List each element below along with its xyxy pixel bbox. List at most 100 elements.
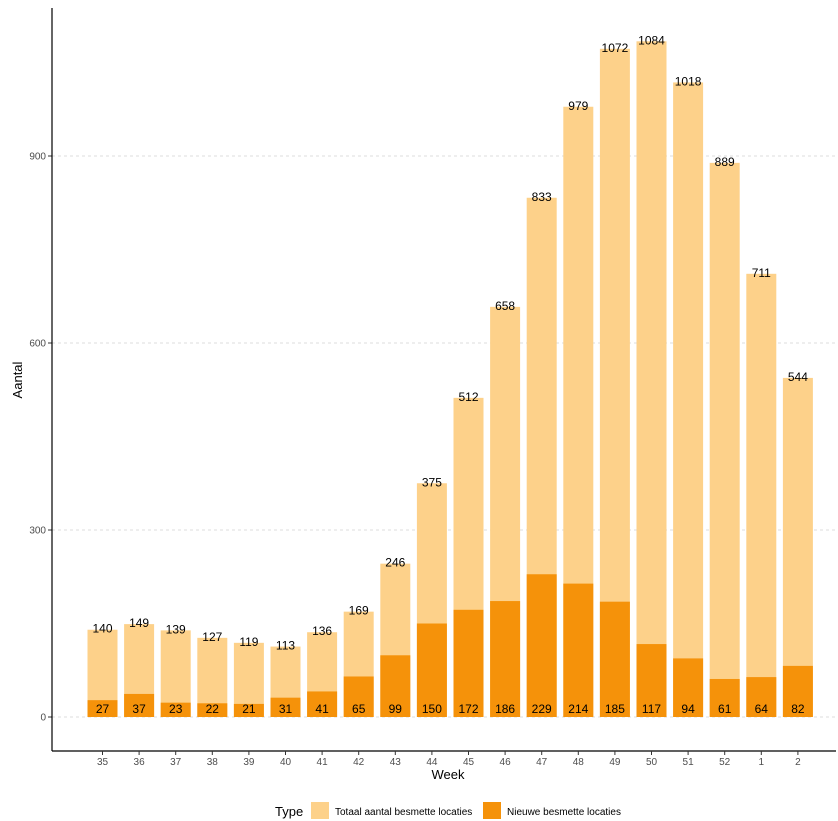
legend-label-total: Totaal aantal besmette locaties <box>335 807 472 818</box>
x-tick-label: 50 <box>646 757 658 768</box>
data-label-total: 979 <box>568 99 588 113</box>
x-tick-label: 35 <box>97 757 109 768</box>
bar-new-week-2 <box>782 665 813 717</box>
new-series-bars <box>87 574 813 717</box>
data-label-new: 65 <box>352 702 366 716</box>
data-label-new: 172 <box>458 702 478 716</box>
bar-new-week-49 <box>599 601 630 717</box>
data-label-total: 1084 <box>638 33 665 47</box>
bar-new-week-44 <box>416 623 447 717</box>
data-label-new: 185 <box>605 702 625 716</box>
x-tick-label: 47 <box>536 757 548 768</box>
data-label-total: 169 <box>349 604 369 618</box>
bar-new-week-51 <box>673 658 704 717</box>
x-tick-label: 41 <box>317 757 329 768</box>
bar-new-week-45 <box>453 609 484 717</box>
data-label-total: 113 <box>276 639 295 653</box>
data-label-new: 23 <box>169 702 183 716</box>
data-label-new: 82 <box>791 702 805 716</box>
x-tick-label: 51 <box>683 757 695 768</box>
data-label-new: 41 <box>315 702 329 716</box>
data-labels: 140 27 149 37 139 23 127 22 119 21 113 31 136 41 169 65… <box>92 33 808 716</box>
x-tick-label: 48 <box>573 757 585 768</box>
data-label-total: 140 <box>92 622 112 636</box>
legend-swatch-total <box>311 802 329 819</box>
data-label-total: 1072 <box>602 41 629 55</box>
bar-new-week-39 <box>233 703 264 717</box>
data-label-total: 1018 <box>675 74 702 88</box>
bar-new-week-52 <box>709 678 740 717</box>
data-label-new: 21 <box>242 702 256 716</box>
bar-new-week-40 <box>270 697 301 717</box>
y-tick-label: 900 <box>29 152 46 163</box>
data-label-total: 833 <box>532 190 552 204</box>
x-tick-label: 42 <box>353 757 365 768</box>
data-label-new: 99 <box>389 702 403 716</box>
data-label-new: 31 <box>279 702 293 716</box>
bar-new-week-43 <box>380 655 411 717</box>
x-tick-label: 52 <box>719 757 731 768</box>
x-tick-label: 36 <box>134 757 146 768</box>
x-tick-label: 44 <box>426 757 438 768</box>
data-label-new: 37 <box>132 702 146 716</box>
bar-new-week-48 <box>563 583 594 717</box>
bar-total-week-51 <box>673 82 704 718</box>
bar-new-week-37 <box>160 702 191 717</box>
data-label-total: 139 <box>166 622 186 636</box>
y-tick-label: 600 <box>29 339 46 350</box>
data-label-new: 229 <box>532 702 552 716</box>
data-label-total: 246 <box>385 556 405 570</box>
legend-swatch-new <box>483 802 501 819</box>
data-label-new: 214 <box>568 702 588 716</box>
x-tick-label: 40 <box>280 757 292 768</box>
x-tick-label: 2 <box>795 757 801 768</box>
bar-total-week-52 <box>709 162 740 717</box>
x-tick-label: 37 <box>170 757 182 768</box>
y-tick-label: 300 <box>29 526 46 537</box>
x-tick-label: 43 <box>390 757 402 768</box>
data-label-new: 61 <box>718 702 732 716</box>
data-label-total: 512 <box>458 390 478 404</box>
legend-label-new: Nieuwe besmette locaties <box>507 807 621 818</box>
data-label-total: 136 <box>312 624 332 638</box>
data-label-total: 544 <box>788 370 808 384</box>
data-label-new: 117 <box>642 702 661 716</box>
legend-title: Type <box>275 804 303 819</box>
x-tick-label: 38 <box>207 757 219 768</box>
data-label-total: 149 <box>129 616 149 630</box>
y-axis-title: Aantal <box>10 361 25 398</box>
data-label-new: 22 <box>206 702 220 716</box>
total-series-bars <box>87 41 813 718</box>
bar-new-week-50 <box>636 644 667 717</box>
x-tick-label: 49 <box>609 757 621 768</box>
data-label-new: 186 <box>495 702 515 716</box>
bar-total-week-2 <box>782 377 813 717</box>
legend: Type Totaal aantal besmette locaties Nieu… <box>275 802 621 819</box>
bar-new-week-1 <box>746 677 777 717</box>
bar-total-week-1 <box>746 273 777 717</box>
data-label-total: 889 <box>715 155 735 169</box>
bar-new-week-36 <box>124 693 155 717</box>
bar-new-week-47 <box>526 574 557 717</box>
x-axis-title: Week <box>432 767 465 782</box>
bar-total-week-37 <box>160 630 191 717</box>
data-label-new: 64 <box>755 702 769 716</box>
data-label-total: 127 <box>202 630 222 644</box>
data-label-total: 119 <box>239 635 258 649</box>
x-tick-label: 46 <box>500 757 512 768</box>
bar-new-week-41 <box>307 691 338 717</box>
bar-total-week-50 <box>636 41 667 718</box>
data-label-total: 711 <box>752 266 771 280</box>
bar-new-week-35 <box>87 700 118 717</box>
axes: 0 300 600 900 35 36 37 38 39 40 41 42 43 44 45 46 47 48 49… <box>29 8 836 768</box>
y-tick-label: 0 <box>40 713 46 724</box>
data-label-new: 27 <box>96 702 110 716</box>
bar-new-week-38 <box>197 703 228 717</box>
data-label-total: 658 <box>495 299 515 313</box>
data-label-new: 94 <box>681 702 695 716</box>
x-tick-label: 45 <box>463 757 475 768</box>
bar-new-week-42 <box>343 676 374 717</box>
data-label-new: 150 <box>422 702 442 716</box>
x-tick-label: 1 <box>759 757 765 768</box>
